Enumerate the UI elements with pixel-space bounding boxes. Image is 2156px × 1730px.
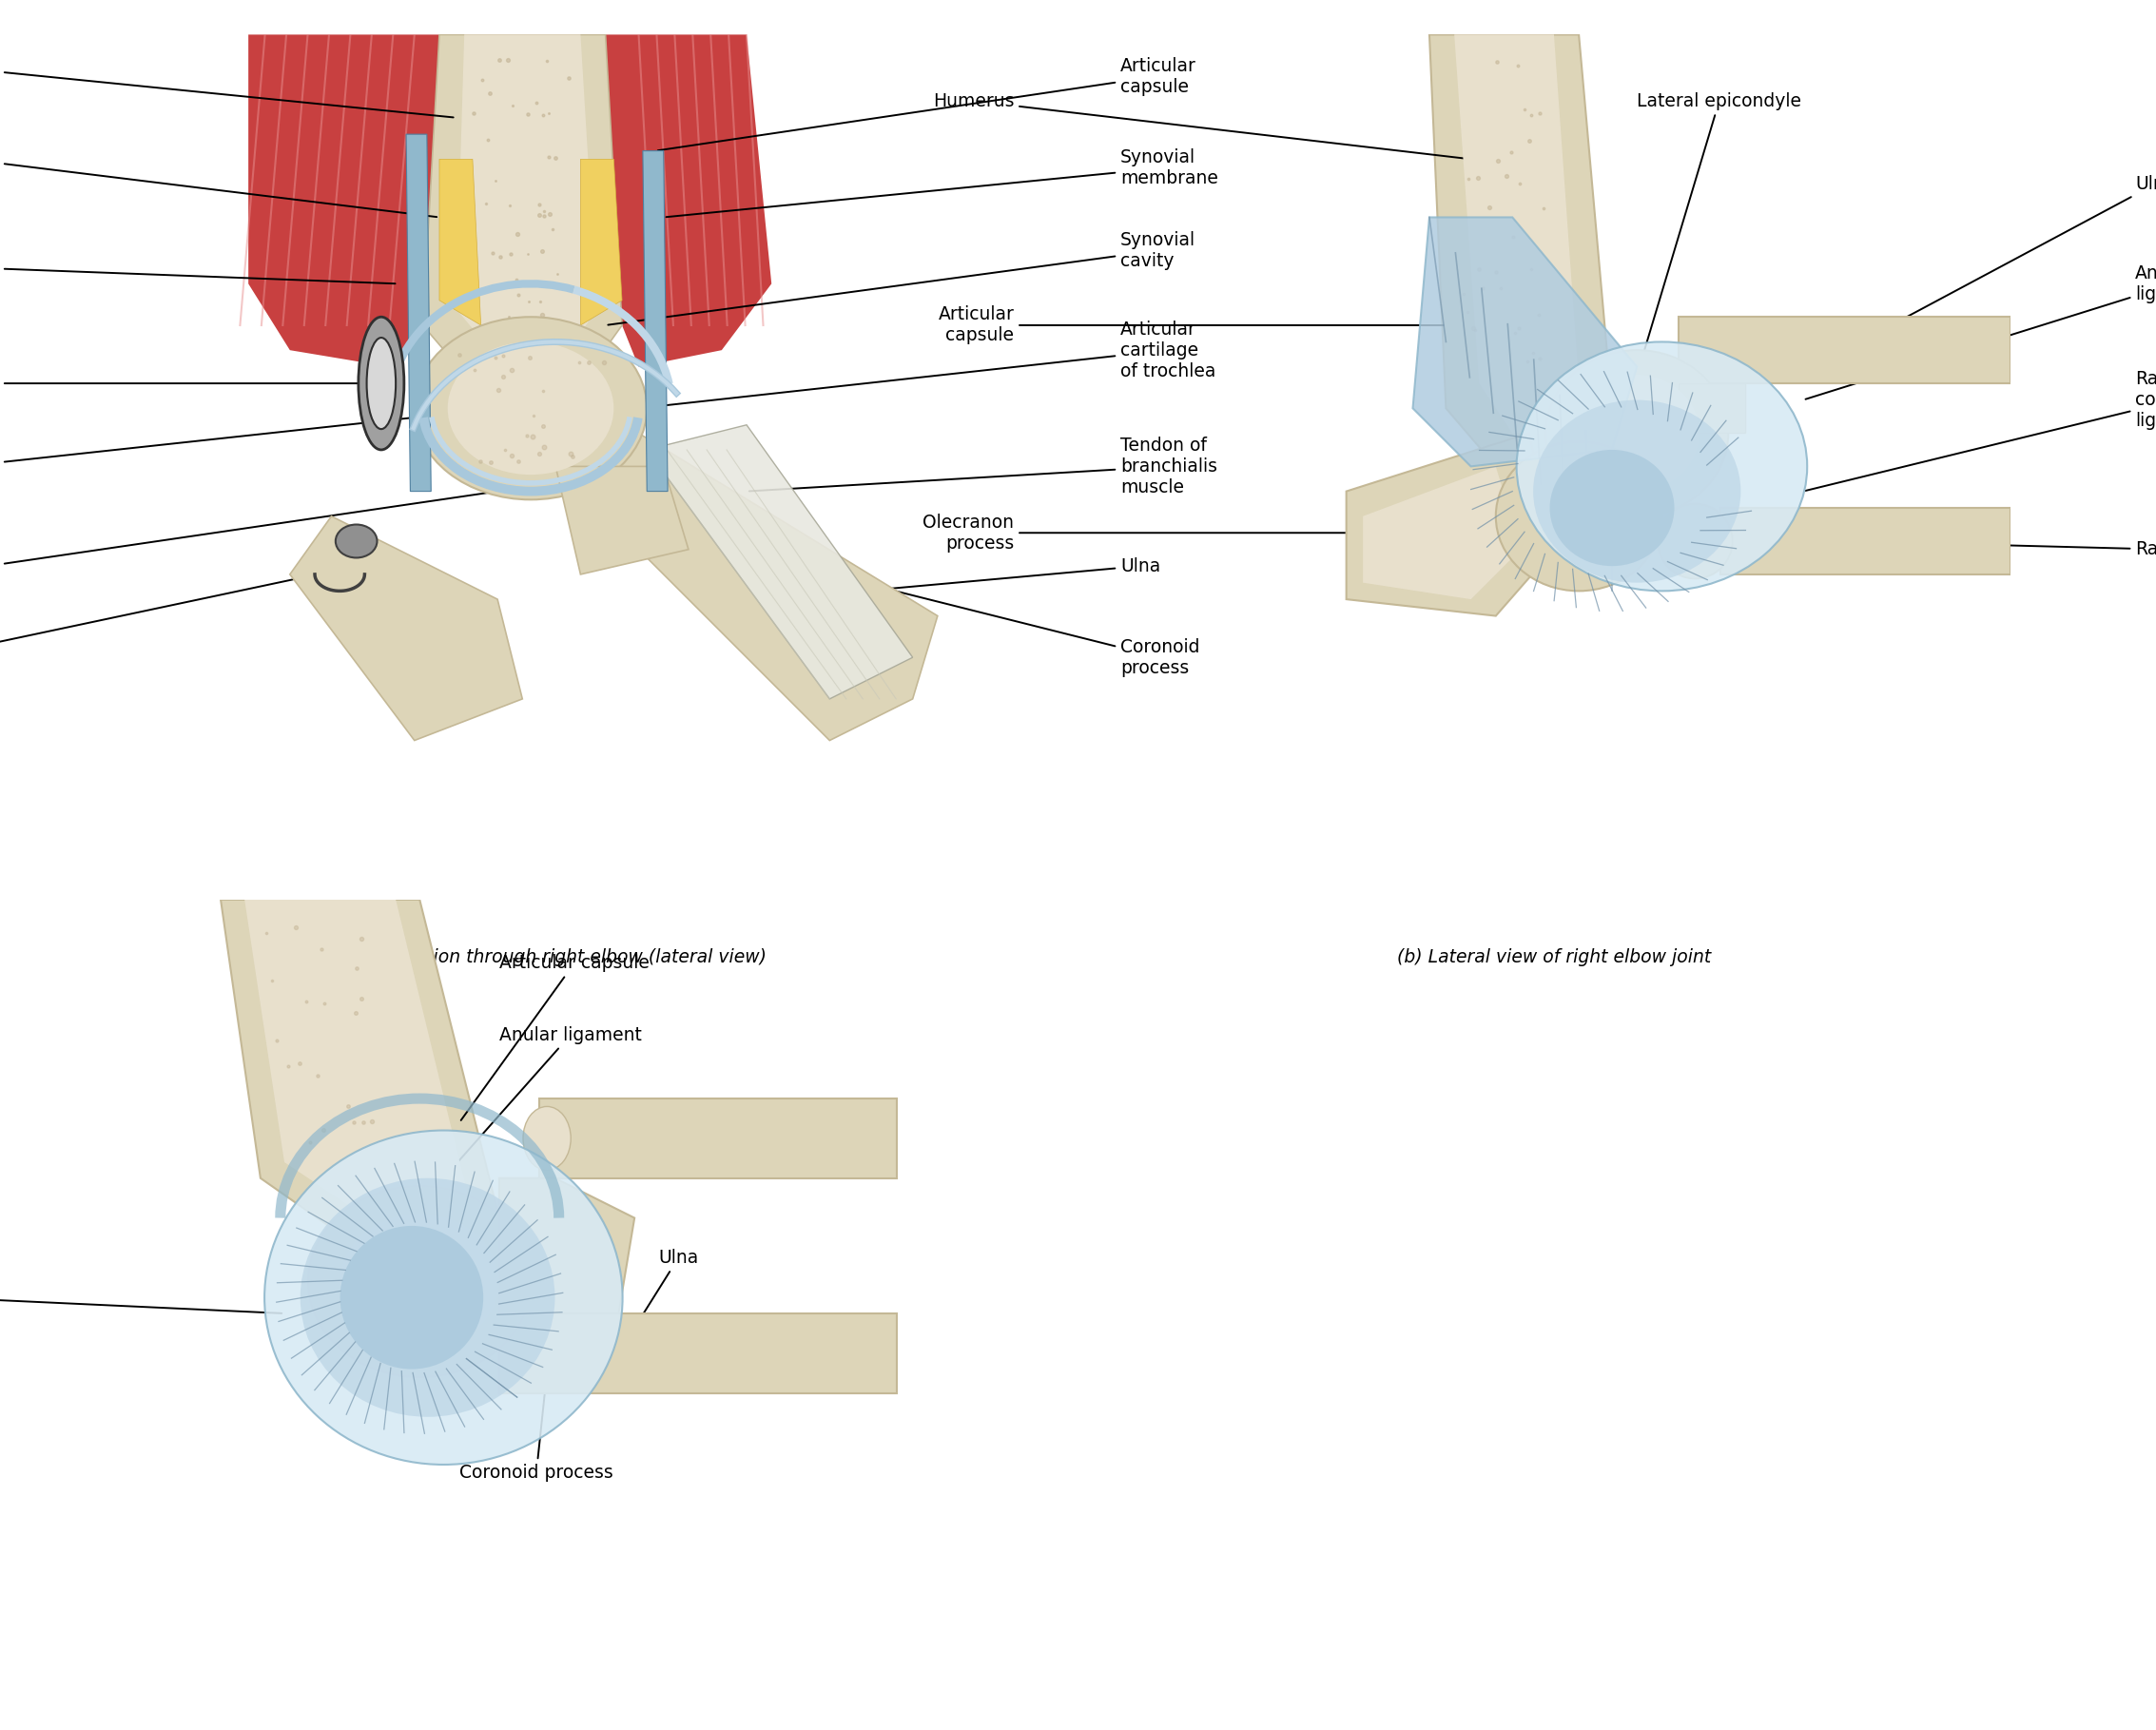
- Polygon shape: [1680, 317, 2012, 384]
- Text: Bursa: Bursa: [0, 374, 395, 393]
- Polygon shape: [1680, 384, 1744, 432]
- Text: (a) Medial sagittal section through right elbow (lateral view): (a) Medial sagittal section through righ…: [229, 948, 765, 965]
- Text: Tendon
of triceps
muscle: Tendon of triceps muscle: [0, 237, 395, 298]
- Text: Humerus: Humerus: [0, 59, 453, 118]
- Ellipse shape: [1550, 450, 1675, 566]
- Text: Coronoid process: Coronoid process: [459, 1301, 612, 1481]
- Text: Olecranon bursa: Olecranon bursa: [0, 567, 354, 666]
- Text: Articular
cartilage
of trochlea: Articular cartilage of trochlea: [640, 320, 1216, 408]
- Polygon shape: [580, 432, 938, 740]
- Text: Anular ligament: Anular ligament: [446, 1026, 642, 1176]
- Text: Ulna: Ulna: [621, 1249, 699, 1351]
- Text: Coronoid
process: Coronoid process: [666, 533, 1199, 676]
- Polygon shape: [289, 516, 522, 740]
- Text: Lateral epicondyle: Lateral epicondyle: [1636, 92, 1802, 372]
- Ellipse shape: [341, 1227, 483, 1368]
- Text: Anular
ligament: Anular ligament: [1805, 265, 2156, 400]
- Text: Articular
cartilage of the
trochlear notch: Articular cartilage of the trochlear not…: [0, 491, 496, 604]
- Polygon shape: [1412, 218, 1636, 467]
- Polygon shape: [1455, 35, 1578, 432]
- Polygon shape: [500, 1313, 897, 1393]
- Ellipse shape: [448, 343, 614, 474]
- Ellipse shape: [367, 337, 397, 429]
- Polygon shape: [556, 467, 688, 574]
- Polygon shape: [606, 35, 772, 367]
- Polygon shape: [220, 900, 500, 1258]
- Ellipse shape: [1533, 400, 1740, 583]
- Ellipse shape: [1546, 349, 1729, 516]
- Polygon shape: [539, 1099, 897, 1178]
- Ellipse shape: [358, 317, 403, 450]
- Polygon shape: [1720, 509, 2012, 574]
- Polygon shape: [248, 35, 440, 367]
- Polygon shape: [1429, 35, 1613, 467]
- Polygon shape: [455, 35, 597, 358]
- Polygon shape: [500, 1178, 634, 1313]
- Text: (b) Lateral view of right elbow joint: (b) Lateral view of right elbow joint: [1397, 948, 1712, 965]
- Text: Humerus: Humerus: [934, 92, 1468, 159]
- Polygon shape: [1345, 432, 1554, 616]
- Text: Ulna: Ulna: [774, 557, 1160, 599]
- Polygon shape: [405, 135, 431, 491]
- Ellipse shape: [1574, 375, 1699, 491]
- Ellipse shape: [265, 1130, 623, 1465]
- Ellipse shape: [1658, 503, 1733, 578]
- Text: Articular capsule: Articular capsule: [461, 955, 649, 1121]
- Text: Synovial
cavity: Synovial cavity: [608, 232, 1197, 325]
- Ellipse shape: [341, 1214, 500, 1349]
- Polygon shape: [440, 159, 481, 325]
- Text: Radius: Radius: [621, 1114, 718, 1138]
- Polygon shape: [244, 900, 468, 1227]
- Text: Synovial
membrane: Synovial membrane: [666, 149, 1218, 216]
- Polygon shape: [580, 159, 623, 325]
- Polygon shape: [642, 151, 668, 491]
- Ellipse shape: [308, 1187, 530, 1377]
- Ellipse shape: [336, 524, 377, 557]
- Text: Ulnar
collateral
ligament: Ulnar collateral ligament: [0, 1268, 282, 1327]
- Text: Trochlea: Trochlea: [0, 417, 420, 476]
- Text: Articular
capsule: Articular capsule: [938, 306, 1442, 344]
- Polygon shape: [423, 35, 623, 384]
- Text: Fat pad: Fat pad: [0, 151, 438, 216]
- Ellipse shape: [1516, 343, 1807, 592]
- Ellipse shape: [1496, 441, 1662, 592]
- Text: Olecranon
process: Olecranon process: [923, 514, 1384, 552]
- Ellipse shape: [414, 317, 647, 500]
- Ellipse shape: [300, 1178, 554, 1417]
- Text: Tendon of
branchialis
muscle: Tendon of branchialis muscle: [750, 436, 1218, 497]
- Polygon shape: [647, 426, 912, 699]
- Text: Radius: Radius: [1848, 540, 2156, 559]
- Polygon shape: [1363, 467, 1520, 599]
- Text: Radial
collateral
ligament: Radial collateral ligament: [1805, 370, 2156, 491]
- Ellipse shape: [524, 1107, 571, 1169]
- Text: Ulna: Ulna: [1848, 175, 2156, 349]
- Text: Articular
capsule: Articular capsule: [658, 57, 1197, 151]
